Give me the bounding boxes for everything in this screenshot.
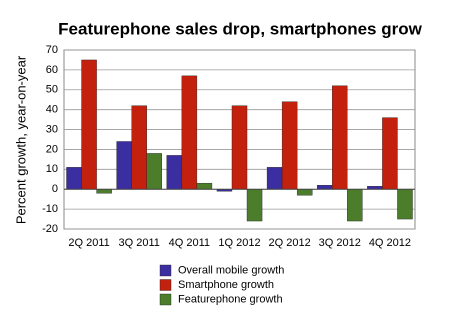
x-tick-label: 3Q 2012	[319, 237, 361, 249]
y-tick-label: 70	[46, 44, 58, 56]
bar	[116, 141, 132, 190]
bar	[281, 101, 298, 190]
x-tick-label: 4Q 2012	[369, 237, 411, 249]
y-tick-label: -10	[42, 203, 58, 215]
y-tick-label: 50	[46, 84, 58, 96]
bar	[347, 189, 363, 222]
bar	[66, 167, 82, 190]
bar	[81, 59, 97, 190]
y-tick-label: 30	[46, 123, 58, 135]
bar	[266, 167, 283, 190]
y-tick-label: -20	[42, 223, 58, 235]
y-tick-label: 40	[46, 104, 58, 116]
x-tick-label: 3Q 2011	[119, 237, 160, 249]
legend-label: Overall mobile growth	[178, 264, 284, 276]
y-tick-label: 10	[46, 163, 58, 175]
y-tick-label: 0	[52, 183, 58, 195]
bar	[246, 189, 263, 222]
bar	[96, 189, 112, 194]
legend-label: Smartphone growth	[178, 279, 274, 291]
legend-label: Featurephone growth	[178, 293, 283, 305]
bar	[131, 105, 147, 190]
bar	[231, 105, 248, 190]
y-tick-label: 20	[46, 143, 58, 155]
bar	[397, 189, 413, 220]
bar	[296, 189, 313, 196]
bar	[166, 155, 183, 190]
legend-swatch	[159, 264, 172, 277]
bar	[196, 183, 213, 190]
x-tick-label: 2Q 2012	[269, 237, 311, 249]
bar	[332, 85, 348, 190]
y-tick-label: 60	[46, 64, 58, 76]
bar	[181, 75, 198, 190]
chart-title: Featurephone sales drop, smartphones gro…	[58, 19, 422, 38]
bar	[382, 117, 398, 190]
legend-swatch	[159, 293, 172, 306]
bar	[317, 185, 333, 190]
bar	[146, 153, 162, 190]
x-tick-label: 1Q 2012	[218, 237, 260, 249]
legend-swatch	[159, 279, 172, 291]
y-axis-label: Percent growth, year-on-year	[13, 55, 28, 224]
x-tick-label: 4Q 2011	[169, 237, 210, 249]
x-tick-label: 2Q 2011	[68, 237, 109, 249]
